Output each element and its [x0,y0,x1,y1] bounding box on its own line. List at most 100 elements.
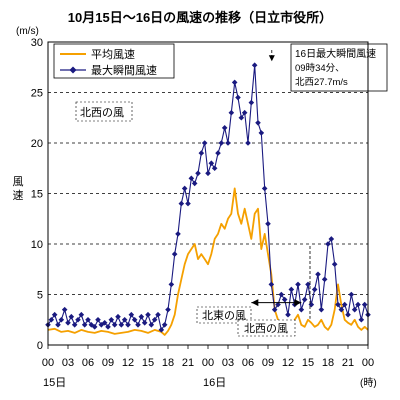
data-point-max-62 [251,62,258,69]
data-point-max-10 [78,311,85,318]
ne-range-arrow-right [294,299,302,307]
ne-range-arrow-left [251,299,259,307]
data-point-max-9 [75,316,81,323]
data-point-max-24 [125,322,131,328]
data-point-max-12 [85,316,91,323]
data-point-max-45 [195,170,201,177]
data-point-max-32 [151,316,158,323]
y-tick-label-0: 0 [37,340,43,352]
data-point-max-52 [218,140,225,146]
data-point-max-21 [115,313,121,320]
data-point-max-22 [118,322,125,328]
data-point-max-73 [288,286,295,293]
day-label-1: 16日 [203,377,226,389]
data-point-max-75 [295,281,301,288]
peak-callout-line-2: 北西27.7m/s [295,77,348,88]
data-point-max-43 [188,175,195,182]
data-point-max-26 [131,316,138,323]
data-point-max-17 [101,319,108,326]
x-axis-unit: (時) [360,377,377,389]
data-point-max-34 [158,327,165,333]
data-point-max-55 [228,109,235,116]
data-point-max-77 [301,296,308,303]
x-tick-label-6: 18 [162,357,174,369]
data-point-max-81 [315,271,321,278]
data-point-max-49 [208,160,215,166]
data-point-max-1 [48,316,55,323]
data-point-max-68 [271,306,278,313]
data-point-max-30 [145,311,151,318]
peak-callout-line-1: 09時34分、 [295,63,345,74]
data-point-max-8 [71,322,78,328]
y-axis-ticks: 0 5 10 15 20 25 30 [31,37,43,352]
wind-direction-box-nw-late [237,319,296,337]
data-point-max-72 [285,311,291,318]
data-point-max-19 [108,316,115,323]
series-line-avg [47,187,369,336]
data-point-max-37 [168,281,175,288]
data-point-max-28 [138,313,145,320]
data-point-max-88 [338,306,345,313]
data-point-max-53 [221,125,228,131]
data-point-max-6 [65,319,71,326]
data-point-max-66 [265,221,271,227]
data-point-max-33 [155,311,161,318]
data-point-max-31 [148,322,155,328]
data-point-max-90 [345,311,351,318]
data-point-max-78 [305,281,311,288]
y-tick-label-10: 10 [31,239,43,251]
chart-title: 10月15日～16日の風速の推移（日立市役所） [68,10,332,25]
data-point-max-80 [311,286,318,293]
x-tick-label-11: 09 [262,357,274,369]
wind-direction-box-ne [196,306,252,324]
x-tick-label-7: 21 [182,357,194,369]
wind-direction-label-nw-late: 北西の風 [244,322,288,335]
data-point-max-25 [128,311,135,318]
data-point-max-85 [328,236,335,242]
legend: 平均風速 最大瞬間風速 [53,43,175,79]
data-point-max-38 [171,251,178,257]
x-tick-label-14: 18 [322,357,334,369]
data-point-max-63 [255,120,261,126]
x-tick-label-2: 06 [82,357,94,369]
data-point-max-76 [298,306,305,313]
data-point-max-50 [211,165,218,172]
data-point-max-46 [198,150,205,156]
wind-direction-box-nw-early [75,101,133,122]
data-point-max-64 [258,130,265,136]
data-point-max-93 [355,301,361,308]
x-tick-label-9: 03 [222,357,234,369]
x-tick-label-8: 00 [202,357,214,369]
data-point-max-94 [358,316,365,323]
y-tick-label-5: 5 [37,290,43,302]
data-point-max-87 [335,301,341,308]
data-point-max-95 [361,301,368,308]
x-tick-label-12: 12 [282,357,294,369]
series-group [45,62,371,336]
data-point-max-11 [81,322,88,328]
legend-avg-label: 平均風速 [91,48,135,61]
data-point-max-5 [61,306,68,313]
peak-callout-line-0: 16日最大瞬間風速 [295,47,376,60]
data-point-max-54 [225,140,231,146]
data-point-max-3 [55,322,61,328]
data-point-max-23 [121,316,128,323]
wind-direction-label-nw-early: 北西の風 [80,106,124,119]
series-line-max [47,64,369,331]
y-tick-label-20: 20 [31,138,43,150]
y-tick-label-25: 25 [31,88,43,100]
data-point-max-39 [175,231,181,237]
data-point-max-29 [141,319,148,326]
data-point-max-92 [351,306,358,313]
data-point-max-89 [341,301,348,308]
day-label-0: 15日 [43,377,66,389]
data-point-max-18 [105,324,111,330]
data-point-max-14 [91,324,98,330]
y-tick-label-30: 30 [31,37,43,49]
y-tick-label-15: 15 [31,189,43,201]
data-point-max-86 [331,261,338,267]
data-point-max-2 [51,311,58,318]
y-axis-unit: (m/s) [16,26,39,37]
data-point-max-59 [241,109,248,116]
